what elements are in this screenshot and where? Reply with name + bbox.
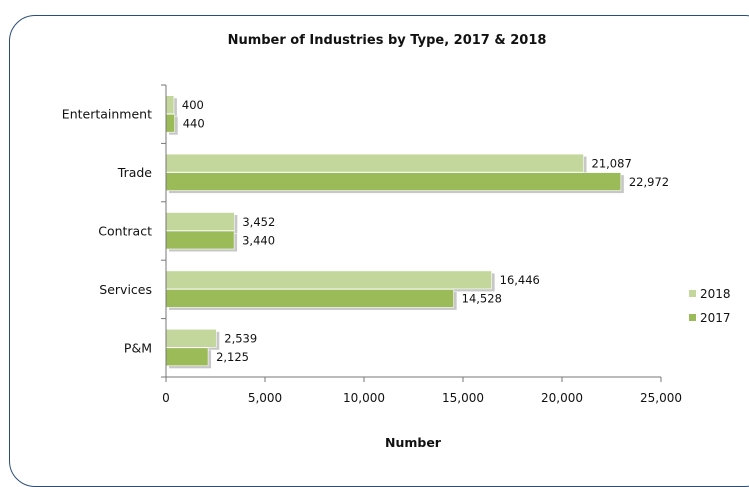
data-label: 22,972 xyxy=(629,175,669,189)
chart-title: Number of Industries by Type, 2017 & 201… xyxy=(228,33,547,48)
legend-label-2018: 2018 xyxy=(700,287,731,301)
category-label: Trade xyxy=(117,165,153,180)
legend-label-2017: 2017 xyxy=(700,311,731,325)
data-label: 2,125 xyxy=(216,350,249,364)
plot-area: Entertainment 400 440 Trade 21,087 22,972 Cont… xyxy=(62,84,731,405)
bar-2018 xyxy=(165,95,175,114)
bar-2018 xyxy=(165,270,492,290)
category-label: Services xyxy=(99,282,152,297)
x-tick-label: 20,000 xyxy=(541,391,583,405)
bar-2017 xyxy=(165,230,235,250)
data-label: 3,452 xyxy=(242,215,275,229)
category-label: Entertainment xyxy=(62,107,152,122)
x-tick-label: 10,000 xyxy=(343,391,385,405)
bar-2017 xyxy=(165,289,454,308)
category-label: P&M xyxy=(124,340,152,355)
legend-swatch-2017 xyxy=(689,314,696,321)
data-label: 2,539 xyxy=(224,332,257,346)
x-tick-label: 5,000 xyxy=(248,391,282,405)
bar-2018 xyxy=(165,153,584,173)
bar-2018 xyxy=(165,212,235,231)
data-label: 16,446 xyxy=(500,273,540,287)
bar-2018 xyxy=(165,328,217,348)
x-tick-label: 15,000 xyxy=(442,391,484,405)
data-label: 400 xyxy=(182,98,204,112)
data-label: 3,440 xyxy=(242,233,275,247)
x-tick-label: 25,000 xyxy=(640,391,682,405)
bar-2017 xyxy=(165,113,176,133)
data-label: 21,087 xyxy=(592,156,632,170)
bar-2017 xyxy=(165,172,622,191)
legend-swatch-2018 xyxy=(689,290,696,297)
x-axis-title: Number xyxy=(385,435,442,450)
data-label: 14,528 xyxy=(462,292,502,306)
x-tick-label: 0 xyxy=(162,391,170,405)
category-label: Contract xyxy=(98,224,152,239)
chart-frame xyxy=(9,15,749,487)
bar-2017 xyxy=(165,347,209,367)
bar-chart: Number of Industries by Type, 2017 & 201… xyxy=(62,33,731,450)
data-label: 440 xyxy=(183,116,205,130)
